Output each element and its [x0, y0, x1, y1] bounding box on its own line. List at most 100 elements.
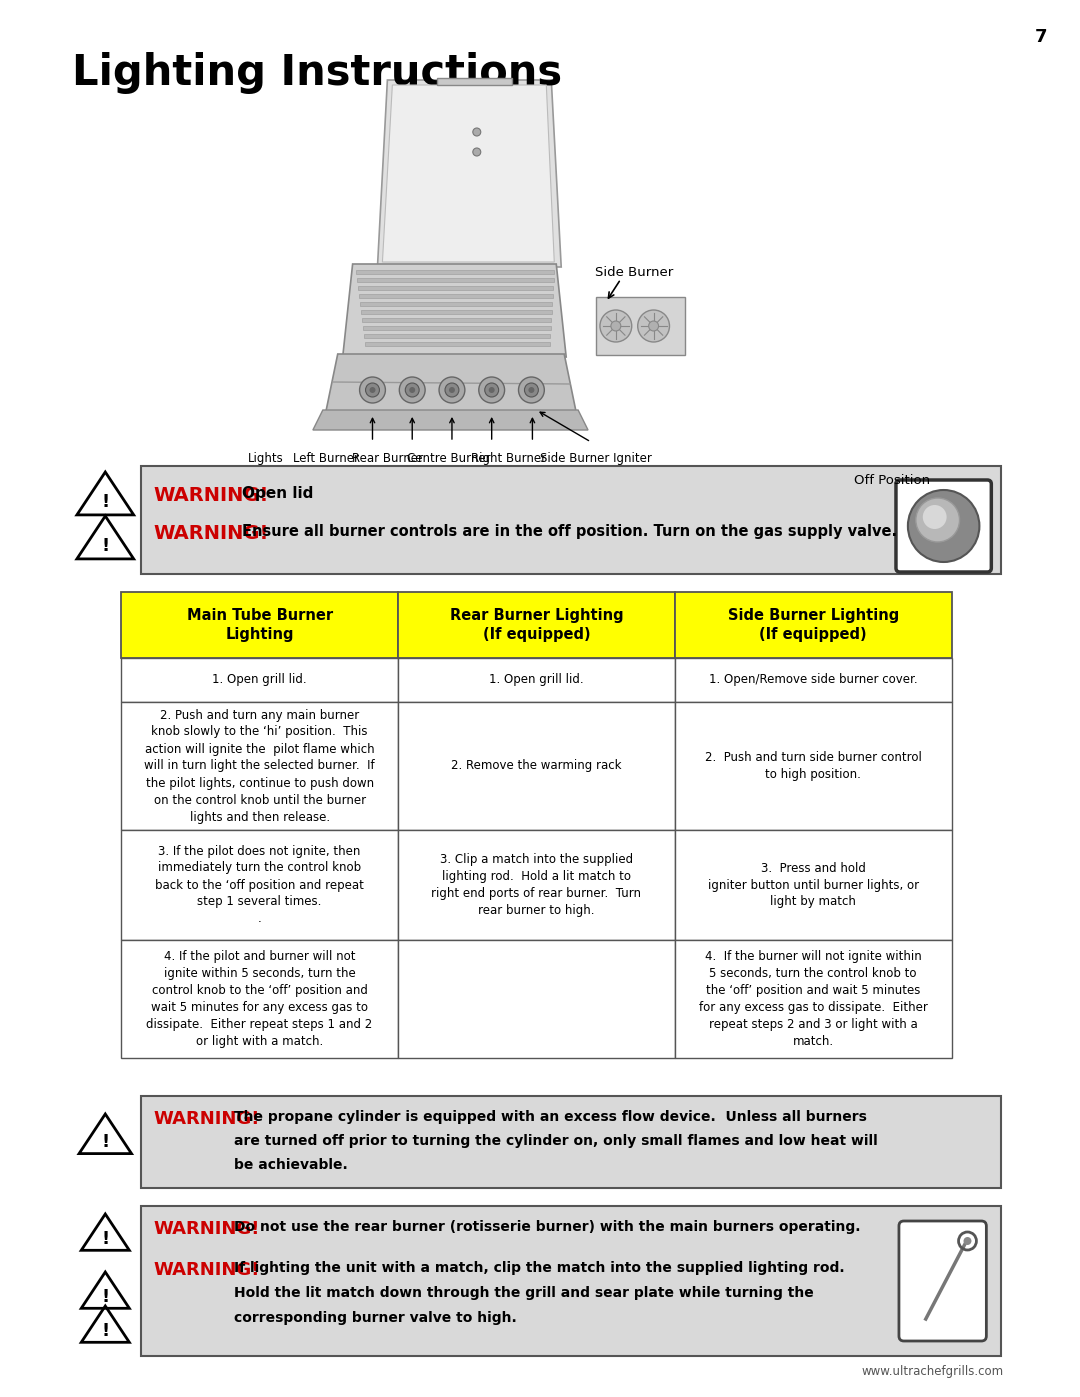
Circle shape	[916, 497, 959, 542]
Circle shape	[908, 490, 980, 562]
Polygon shape	[342, 264, 566, 358]
Text: 3. If the pilot does not ignite, then
immediately turn the control knob
back to : 3. If the pilot does not ignite, then im…	[156, 845, 364, 925]
Text: be achievable.: be achievable.	[234, 1158, 348, 1172]
Circle shape	[600, 310, 632, 342]
Bar	[675, 703, 951, 830]
Text: Hold the lit match down through the grill and sear plate while turning the: Hold the lit match down through the gril…	[234, 1287, 814, 1301]
Text: Centre Burner: Centre Burner	[407, 453, 490, 465]
Text: 7: 7	[1035, 28, 1048, 46]
Circle shape	[365, 383, 379, 397]
Circle shape	[922, 504, 947, 529]
Circle shape	[473, 129, 481, 136]
Bar	[363, 326, 551, 330]
Text: If lighting the unit with a match, clip the match into the supplied lighting rod: If lighting the unit with a match, clip …	[234, 1261, 845, 1275]
Text: Rear Burner: Rear Burner	[352, 453, 423, 465]
Bar	[121, 658, 399, 703]
Text: Side Burner Lighting
(If equipped): Side Burner Lighting (If equipped)	[728, 608, 899, 643]
Bar	[596, 298, 686, 355]
Circle shape	[360, 377, 386, 402]
Polygon shape	[382, 85, 554, 263]
Text: Rear Burner Lighting
(If equipped): Rear Burner Lighting (If equipped)	[449, 608, 623, 643]
Text: 2. Remove the warming rack: 2. Remove the warming rack	[451, 760, 622, 773]
Text: 2.  Push and turn side burner control
to high position.: 2. Push and turn side burner control to …	[705, 752, 921, 781]
Bar	[357, 286, 553, 291]
FancyBboxPatch shape	[896, 481, 991, 571]
Text: corresponding burner valve to high.: corresponding burner valve to high.	[234, 1310, 517, 1324]
Bar	[356, 278, 554, 282]
Text: Lights: Lights	[248, 453, 284, 465]
Bar	[141, 1206, 1001, 1356]
Bar	[362, 319, 551, 321]
Text: 2. Push and turn any main burner
knob slowly to the ‘hi’ position.  This
action : 2. Push and turn any main burner knob sl…	[145, 708, 375, 823]
Bar	[141, 1097, 1001, 1187]
Bar	[399, 940, 675, 1058]
Bar	[121, 940, 399, 1058]
Text: Left Burner: Left Burner	[293, 453, 359, 465]
Text: 4.  If the burner will not ignite within
5 seconds, turn the control knob to
the: 4. If the burner will not ignite within …	[699, 950, 928, 1048]
Text: The propane cylinder is equipped with an excess flow device.  Unless all burners: The propane cylinder is equipped with an…	[234, 1111, 867, 1125]
Polygon shape	[313, 409, 588, 430]
Text: !: !	[102, 1323, 109, 1340]
Text: are turned off prior to turning the cylinder on, only small flames and low heat : are turned off prior to turning the cyli…	[234, 1134, 878, 1148]
Text: WARNING!: WARNING!	[153, 1261, 259, 1280]
Bar	[437, 78, 512, 85]
Text: Open lid: Open lid	[242, 486, 314, 502]
Text: 3.  Press and hold
igniter button until burner lights, or
light by match: 3. Press and hold igniter button until b…	[707, 862, 919, 908]
Circle shape	[445, 383, 459, 397]
Circle shape	[400, 377, 426, 402]
Circle shape	[369, 387, 376, 393]
Text: 4. If the pilot and burner will not
ignite within 5 seconds, turn the
control kn: 4. If the pilot and burner will not igni…	[147, 950, 373, 1048]
Text: WARNING!: WARNING!	[153, 486, 268, 504]
Text: !: !	[102, 493, 109, 511]
Text: Side Burner Igniter: Side Burner Igniter	[540, 453, 652, 465]
Bar	[141, 467, 1001, 574]
Text: !: !	[102, 1133, 109, 1151]
Circle shape	[440, 377, 464, 402]
Bar	[675, 658, 951, 703]
Circle shape	[489, 387, 495, 393]
Text: Side Burner: Side Burner	[595, 265, 673, 279]
Text: 1. Open grill lid.: 1. Open grill lid.	[489, 673, 583, 686]
Bar	[399, 703, 675, 830]
Polygon shape	[326, 353, 576, 412]
Bar	[675, 830, 951, 940]
Bar	[494, 475, 512, 488]
Bar	[121, 830, 399, 940]
Text: !: !	[102, 536, 109, 555]
Circle shape	[963, 1236, 971, 1245]
Circle shape	[528, 387, 535, 393]
Text: Ensure all burner controls are in the off position. Turn on the gas supply valve: Ensure all burner controls are in the of…	[242, 524, 897, 539]
Bar	[365, 342, 550, 346]
Bar	[368, 475, 408, 488]
Bar	[355, 270, 554, 274]
Circle shape	[637, 310, 670, 342]
Text: www.ultrachefgrills.com: www.ultrachefgrills.com	[861, 1365, 1003, 1377]
Bar	[361, 310, 552, 314]
Circle shape	[649, 321, 659, 331]
Bar	[675, 592, 951, 658]
Bar	[365, 472, 411, 490]
Bar	[449, 472, 464, 490]
Circle shape	[525, 383, 538, 397]
Text: !: !	[102, 1288, 109, 1306]
Circle shape	[409, 387, 415, 393]
Circle shape	[611, 321, 621, 331]
Polygon shape	[377, 80, 562, 267]
Text: 3. Clip a match into the supplied
lighting rod.  Hold a lit match to
right end p: 3. Clip a match into the supplied lighti…	[431, 854, 642, 916]
Text: Do not use the rear burner (rotisserie burner) with the main burners operating.: Do not use the rear burner (rotisserie b…	[234, 1220, 861, 1234]
Text: Main Tube Burner
Lighting: Main Tube Burner Lighting	[187, 608, 333, 643]
Circle shape	[473, 148, 481, 156]
Bar	[121, 703, 399, 830]
Text: 1. Open/Remove side burner cover.: 1. Open/Remove side burner cover.	[708, 673, 918, 686]
Bar	[490, 472, 514, 490]
Circle shape	[478, 377, 504, 402]
Bar	[308, 472, 327, 490]
Text: Right Burner: Right Burner	[471, 453, 546, 465]
Bar	[330, 472, 350, 490]
Bar	[399, 830, 675, 940]
Bar	[675, 940, 951, 1058]
Bar	[360, 302, 552, 306]
Bar	[121, 592, 399, 658]
Text: Off Position: Off Position	[854, 474, 930, 488]
Circle shape	[449, 387, 455, 393]
